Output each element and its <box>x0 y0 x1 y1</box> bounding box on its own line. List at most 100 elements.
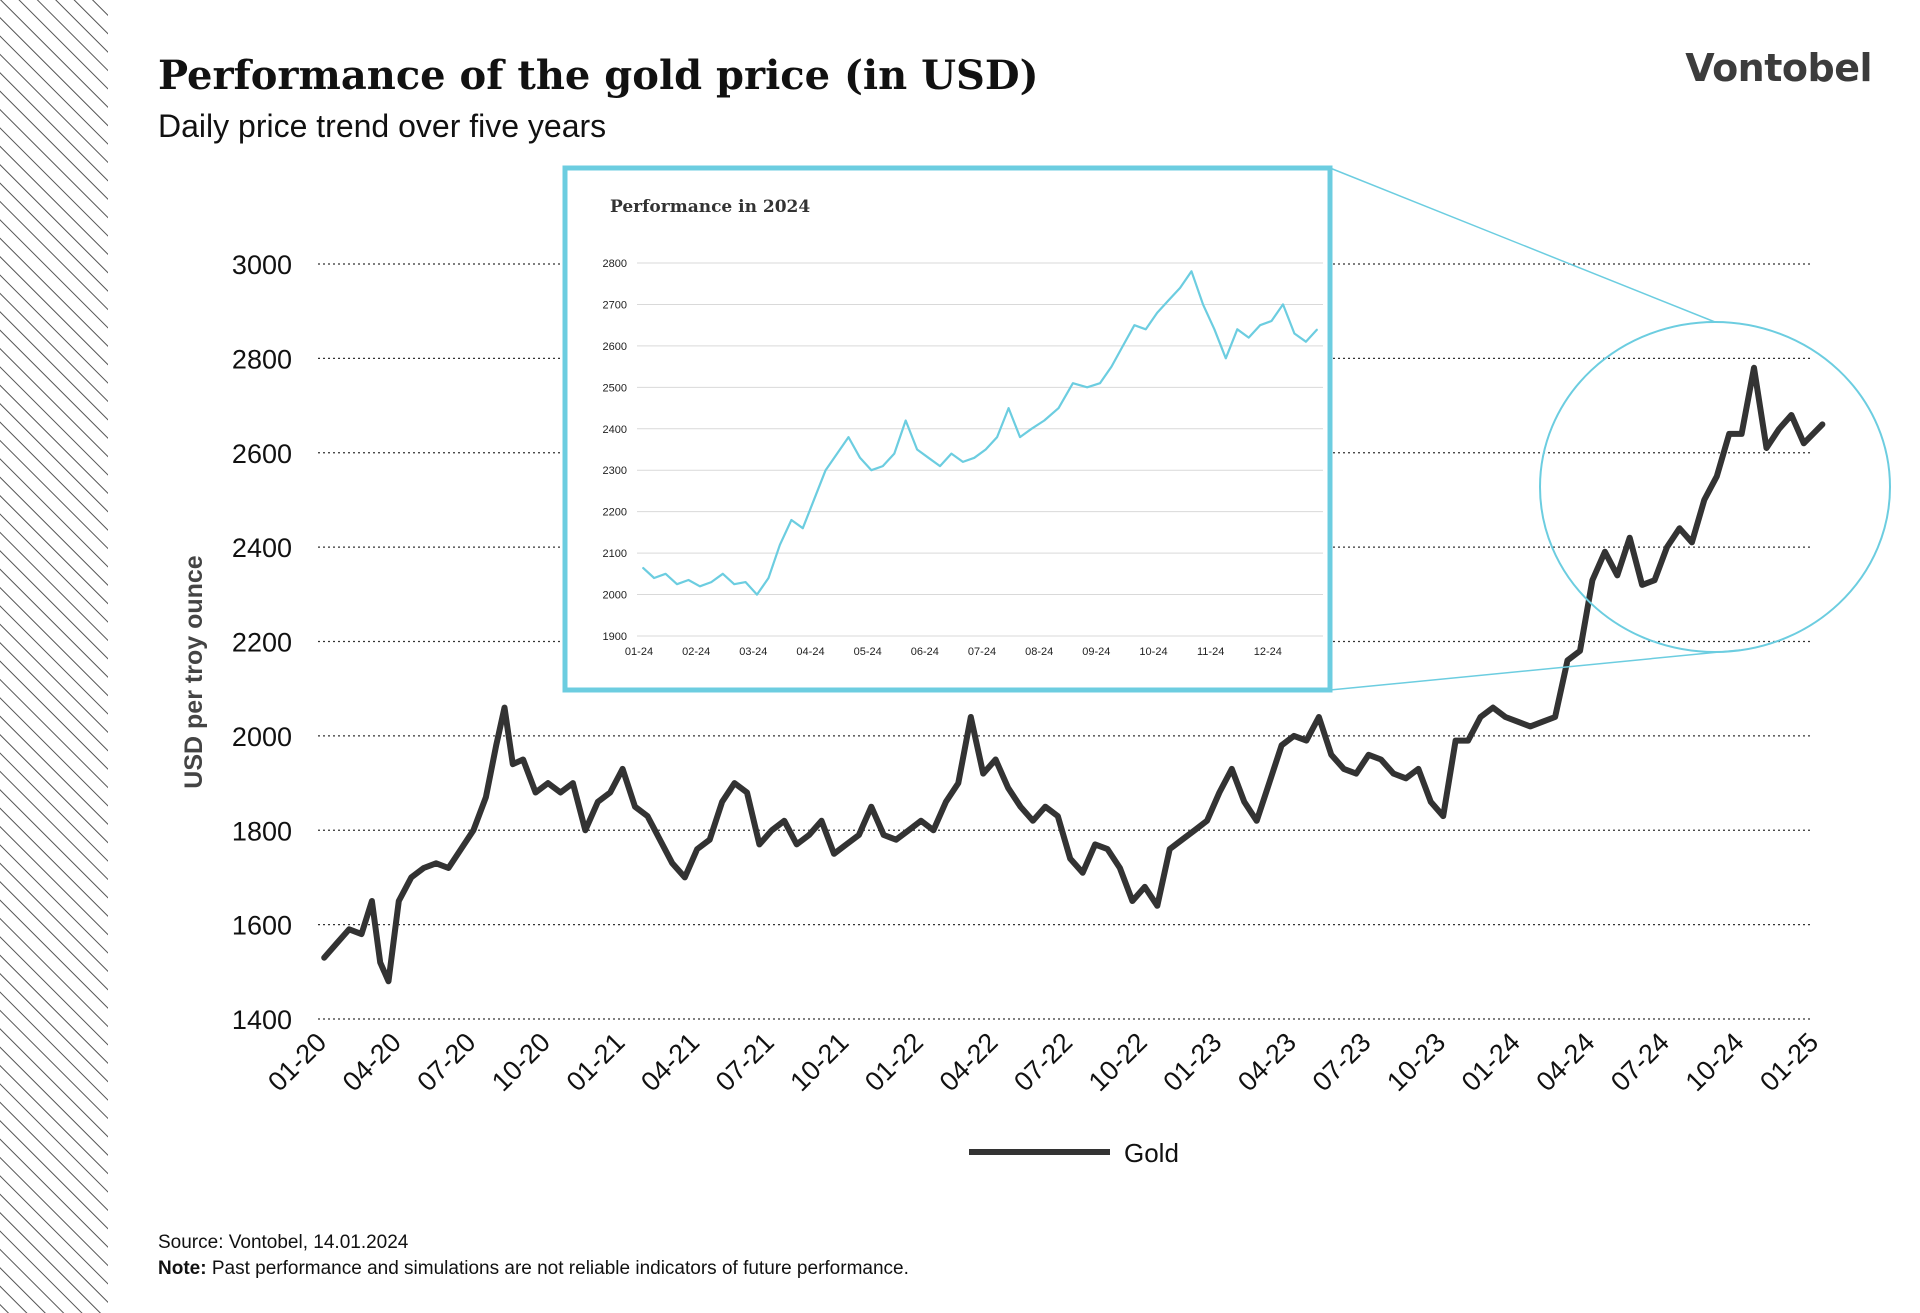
inset-data-point <box>870 469 872 471</box>
gold-data-point <box>1691 541 1693 544</box>
inset-data-point <box>687 579 689 581</box>
gold-data-point <box>1144 886 1146 888</box>
gold-data-point <box>1504 716 1506 718</box>
inset-data-point <box>1156 312 1158 314</box>
gold-data-point <box>833 853 835 855</box>
main-y-tick-label: 1600 <box>232 911 292 941</box>
main-x-tick-label: 07-20 <box>411 1027 481 1097</box>
main-x-tick-label: 10-24 <box>1680 1027 1750 1097</box>
inset-data-point <box>1236 328 1238 330</box>
inset-data-point <box>1316 328 1318 330</box>
inset-data-point <box>893 453 895 455</box>
inset-data-point <box>939 465 941 467</box>
gold-data-point <box>1821 423 1824 426</box>
inset-x-tick-label: 11-24 <box>1197 646 1224 658</box>
y-axis-label: USD per troy ounce <box>180 555 208 788</box>
inset-data-point <box>1072 382 1074 384</box>
gold-data-point <box>895 839 897 841</box>
gold-data-point <box>1778 428 1780 430</box>
inset-data-point <box>1110 366 1112 368</box>
main-x-tick-label: 01-23 <box>1157 1027 1227 1097</box>
gold-data-point <box>1057 815 1059 817</box>
gold-data-point <box>1231 768 1233 770</box>
gold-data-point <box>387 980 390 982</box>
main-x-tick-label: 04-23 <box>1232 1027 1302 1097</box>
inset-data-point <box>1213 328 1215 330</box>
inset-y-tick-label: 2700 <box>603 299 627 311</box>
inset-y-tick-label: 2100 <box>603 548 627 560</box>
gold-data-point <box>1169 848 1171 850</box>
gold-data-point <box>1106 848 1109 850</box>
inset-x-tick-label: 09-24 <box>1082 646 1110 658</box>
gold-data-point <box>1330 754 1332 756</box>
gold-data-point <box>1044 806 1046 808</box>
main-x-tick-label: 04-22 <box>934 1027 1004 1097</box>
zoom-ellipse <box>1539 321 1891 653</box>
gold-data-point <box>957 782 959 784</box>
gold-data-point <box>808 834 810 836</box>
inset-x-tick-label: 03-24 <box>739 646 767 658</box>
inset-x-tick-label: 12-24 <box>1254 646 1282 658</box>
inset-data-point <box>836 453 838 455</box>
gold-data-point <box>1542 721 1544 723</box>
inset-data-point <box>699 585 701 587</box>
inset-data-point <box>767 577 769 579</box>
gold-data-point <box>323 957 325 959</box>
gold-data-point <box>1156 905 1158 907</box>
inset-x-tick-label: 06-24 <box>911 646 939 658</box>
main-x-tick-label: 07-21 <box>710 1027 780 1097</box>
legend-label-gold: Gold <box>1124 1138 1179 1168</box>
inset-data-point <box>996 436 998 438</box>
gold-data-point <box>1455 739 1457 742</box>
inset-data-point <box>928 457 930 459</box>
gold-data-point <box>1206 820 1208 822</box>
gold-data-point <box>1417 768 1419 770</box>
inset-data-point <box>665 573 667 575</box>
main-y-tick-labels: 1400 1600 1800 2000 2200 2400 2600 2800 3000 <box>232 250 292 1035</box>
gold-data-point <box>932 829 935 831</box>
zoom-connector-bottom <box>1329 649 1741 691</box>
gold-data-point <box>1355 773 1357 775</box>
inset-data-point <box>973 457 975 459</box>
main-x-tick-label: 01-25 <box>1754 1027 1824 1097</box>
gold-data-point <box>559 791 562 794</box>
gold-data-point <box>597 801 599 803</box>
main-x-tick-label: 10-21 <box>784 1027 854 1097</box>
gold-data-point <box>1716 475 1718 477</box>
disclaimer-note: Note: Past performance and simulations a… <box>158 1258 909 1280</box>
gold-data-point <box>1218 791 1221 794</box>
inset-data-point <box>1133 324 1135 326</box>
main-x-tick-label: 01-24 <box>1456 1027 1526 1097</box>
main-x-tick-label: 10-22 <box>1083 1027 1153 1097</box>
gold-data-point <box>845 843 848 846</box>
inset-data-point <box>1202 303 1204 305</box>
inset-x-tick-label: 07-24 <box>968 646 996 658</box>
inset-data-point <box>1179 287 1181 289</box>
gold-data-point <box>1293 735 1295 737</box>
gold-data-point <box>1554 716 1556 718</box>
inset-y-tick-label: 2600 <box>603 341 627 353</box>
gold-data-point <box>709 839 711 841</box>
inset-data-point <box>985 449 987 450</box>
gold-data-point <box>348 928 350 930</box>
main-y-tick-label: 2600 <box>232 439 292 469</box>
main-x-tick-labels: 01-20 04-20 07-20 10-20 01-21 04-21 07-21 10-21… <box>262 1027 1824 1097</box>
gold-data-point <box>547 782 549 784</box>
main-x-tick-label: 04-24 <box>1530 1027 1600 1097</box>
gold-data-point <box>1082 872 1084 874</box>
gold-data-point <box>634 806 636 808</box>
inset-x-tick-label: 01-24 <box>625 646 653 658</box>
inset-data-point <box>1030 428 1032 430</box>
zoom-connector-top <box>1329 167 1716 323</box>
gold-data-point <box>796 843 798 846</box>
gold-data-point <box>1529 725 1531 728</box>
inset-data-point <box>1122 345 1124 347</box>
gold-data-point <box>1653 579 1656 581</box>
gold-data-point <box>733 782 736 784</box>
zoom-callout <box>1329 167 1891 691</box>
gold-data-point <box>472 829 475 831</box>
inset-y-tick-label: 2500 <box>603 382 627 394</box>
inset-data-point <box>1058 407 1060 409</box>
gold-data-point <box>1256 820 1258 822</box>
